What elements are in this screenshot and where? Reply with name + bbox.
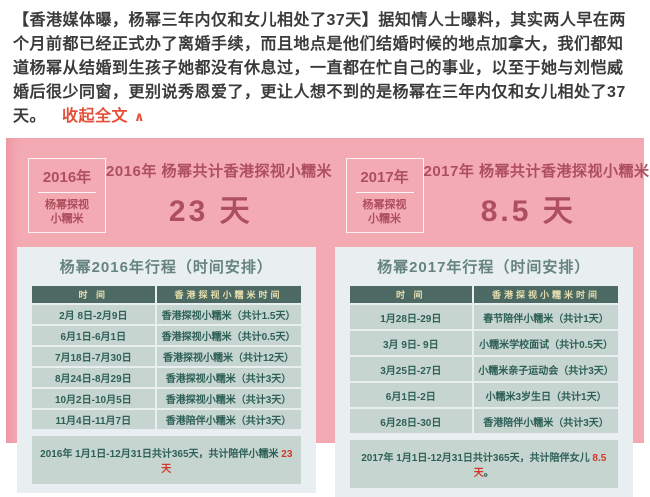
table-row: 11月4日-11月7日 香港陪伴小糯米（共计3天） (32, 410, 301, 429)
year-sub-label: 杨幂探视 小糯米 (45, 199, 89, 225)
post-text-block: 【香港媒体曝，杨幂三年内仅和女儿相处了37天】据知情人士曝料，其实两人早在两个月… (0, 0, 650, 133)
schedule-table-2016: 时 间 香港探视小糯米时间 2月 8日-2月9日 香港探视小糯米（共计1.5天） … (30, 284, 303, 431)
post-highlight-text: 【香港媒体曝，杨幂三年内仅和女儿相处了37天】 (13, 12, 379, 29)
year-sub-label: 杨幂探视 小糯米 (362, 199, 407, 225)
schedule-table-title: 杨幂2017年行程（时间安排） (377, 259, 591, 276)
table-row: 6月1日-2日 小糯米3岁生日（共计1天） (349, 383, 618, 407)
panel-2016-summary: 2016年 杨幂共计香港探视小糯米 23 天 (106, 150, 333, 230)
table-row: 3月 9日- 9日 小糯米学校面试（共计0.5天） (349, 331, 618, 355)
column-header-event: 香港探视小糯米时间 (156, 286, 301, 303)
table-row: 3月25日-27日 小糯米亲子运动会（共计3天） (349, 357, 618, 381)
schedule-card-2016: 杨幂2016年行程（时间安排） 时 间 香港探视小糯米时间 2月 8日-2月9日… (17, 247, 316, 493)
collapse-full-text-link[interactable]: 收起全文 ∧ (62, 108, 145, 125)
table-row: 2月 8日-2月9日 香港探视小糯米（共计1.5天） (32, 305, 301, 324)
table-row: 6月28日-30日 香港陪伴小糯米（共计3天） (349, 409, 618, 433)
panel-2017-header: 2017年 杨幂探视 小糯米 2017年 杨幂共计香港探视小糯米 8.5 天 (335, 150, 650, 236)
table-row: 6月1日-6月1日 香港探视小糯米（共计0.5天） (32, 326, 301, 345)
year-box-2016: 2016年 杨幂探视 小糯米 (28, 158, 106, 233)
table-header-row: 时 间 香港探视小糯米时间 (32, 286, 301, 303)
summary-note-2016: 2016年 1月1日-12月31日共计365天，共计陪伴小糯米 23 天 (32, 436, 301, 484)
column-header-time: 时 间 (349, 286, 473, 303)
panel-2017-summary: 2017年 杨幂共计香港探视小糯米 8.5 天 (423, 150, 650, 230)
column-header-event: 香港探视小糯米时间 (474, 286, 618, 303)
chevron-up-icon[interactable]: ∧ (134, 109, 146, 124)
table-row: 1月28日-29日 春节陪伴小糯米（共计1天） (349, 305, 618, 329)
year-label: 2016年 (38, 166, 96, 193)
summary-headline: 2016年 杨幂共计香港探视小糯米 (106, 163, 333, 180)
total-days-value: 8.5 天 (480, 195, 576, 228)
schedule-table-2017: 时 间 香港探视小糯米时间 1月28日-29日 春节陪伴小糯米（共计1天） 3月 … (348, 284, 621, 435)
infographic-panel: 2016年 杨幂探视 小糯米 2016年 杨幂共计香港探视小糯米 23 天 杨幂… (6, 138, 650, 497)
year-label: 2017年 (355, 166, 414, 193)
table-row: 7月18日-7月30日 香港探视小糯米（共计12天） (32, 347, 301, 366)
panel-2016-header: 2016年 杨幂探视 小糯米 2016年 杨幂共计香港探视小糯米 23 天 (17, 150, 333, 236)
total-days-value: 23 天 (168, 195, 253, 228)
summary-note-2017: 2017年 1月1日-12月31日共计365天，共计陪伴女儿 8.5天。 (349, 440, 618, 488)
table-row: 8月24日-8月29日 香港探视小糯米（共计3天） (32, 368, 301, 387)
summary-headline: 2017年 杨幂共计香港探视小糯米 (423, 163, 650, 180)
collapse-link-label[interactable]: 收起全文 (62, 108, 129, 125)
table-row: 10月2日-10月5日 香港探视小糯米（共计3天） (32, 389, 301, 408)
schedule-table-title: 杨幂2016年行程（时间安排） (59, 259, 273, 276)
column-header-time: 时 间 (32, 286, 155, 303)
panel-2016: 2016年 杨幂探视 小糯米 2016年 杨幂共计香港探视小糯米 23 天 杨幂… (17, 150, 333, 493)
year-box-2017: 2017年 杨幂探视 小糯米 (345, 158, 424, 233)
panel-2017: 2017年 杨幂探视 小糯米 2017年 杨幂共计香港探视小糯米 8.5 天 杨… (334, 150, 650, 497)
schedule-card-2017: 杨幂2017年行程（时间安排） 时 间 香港探视小糯米时间 1月28日-29日春… (334, 247, 633, 497)
post-body-text: 据知情人士曝料，其实两人早在两个月前都已经正式办了离婚手续，而且地点是他们结婚时… (13, 12, 626, 125)
table-header-row: 时 间 香港探视小糯米时间 (349, 286, 618, 303)
